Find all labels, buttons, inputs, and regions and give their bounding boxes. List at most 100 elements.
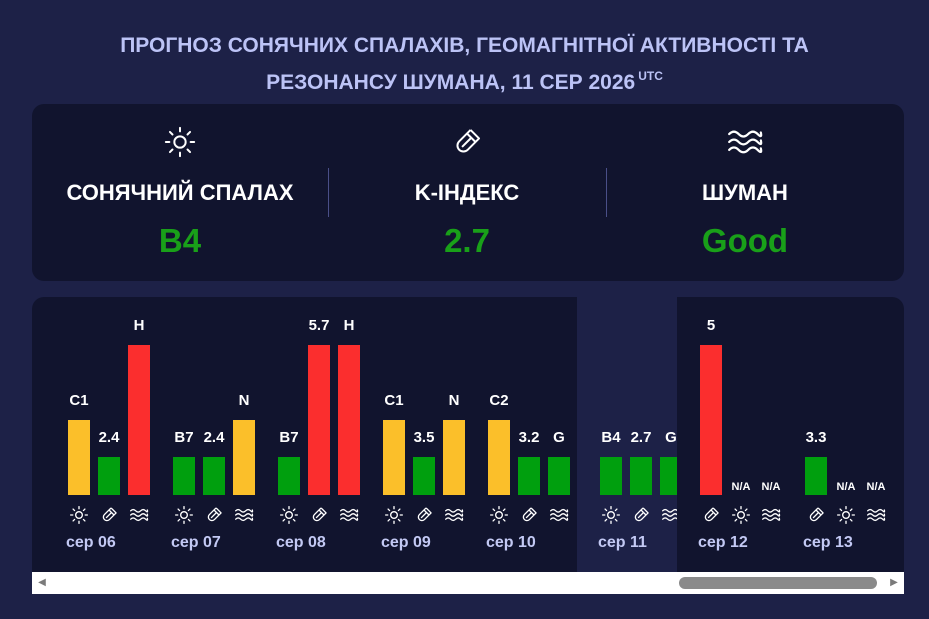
day-column: 3.3 N/A N/A сер 13 — [782, 297, 904, 572]
magnet-bar[interactable] — [413, 457, 435, 495]
sun-bar-label: B4 — [601, 429, 621, 446]
magnet-bar[interactable] — [308, 345, 330, 495]
magnet-bar[interactable] — [98, 457, 120, 495]
sun-bar[interactable] — [173, 457, 195, 495]
title-line-2: РЕЗОНАНСУ ШУМАНА, 11 СЕР 2026 UTC — [0, 61, 929, 98]
waves-icon — [606, 124, 884, 160]
magnet-icon — [308, 504, 330, 526]
waves-icon — [233, 504, 255, 526]
sun-icon — [173, 504, 195, 526]
sun-bar-label: C1 — [384, 392, 404, 409]
magnet-icon — [413, 504, 435, 526]
day-column: 5 N/A N/A сер 12 — [677, 297, 782, 572]
sun-bar[interactable] — [383, 420, 405, 495]
waves-bar-label: N/A — [866, 481, 886, 493]
waves-bar-label: N — [238, 392, 250, 409]
title-line-2-text: РЕЗОНАНСУ ШУМАНА, 11 СЕР 2026 — [266, 71, 636, 94]
magnet-bar-label: 2.7 — [630, 429, 652, 446]
sun-icon — [383, 504, 405, 526]
scroll-right-arrow[interactable]: ▶ — [890, 577, 898, 588]
waves-bar[interactable] — [128, 345, 150, 495]
waves-bar[interactable] — [660, 457, 682, 495]
day-label: сер 09 — [381, 534, 431, 551]
schumann-label: ШУМАН — [702, 180, 788, 205]
schumann-value: Good — [701, 222, 789, 259]
day-label: сер 10 — [486, 534, 536, 551]
magnet-icon — [518, 504, 540, 526]
waves-bar[interactable] — [548, 457, 570, 495]
k-index-value: 2.7 — [444, 222, 490, 259]
scrollbar-thumb[interactable] — [679, 577, 877, 589]
waves-icon — [760, 504, 782, 526]
magnet-bar-label: 5 — [706, 317, 716, 334]
waves-bar-label: N — [448, 392, 460, 409]
magnet-icon — [328, 124, 606, 160]
waves-icon — [548, 504, 570, 526]
waves-bar[interactable] — [338, 345, 360, 495]
magnet-icon — [630, 504, 652, 526]
magnet-icon — [700, 504, 722, 526]
waves-icon — [128, 504, 150, 526]
magnet-bar-label: 3.2 — [518, 429, 540, 446]
day-label: сер 11 — [598, 534, 647, 551]
waves-bar[interactable] — [233, 420, 255, 495]
waves-icon — [865, 504, 887, 526]
sun-icon — [68, 504, 90, 526]
summary-panel: СОНЯЧНИЙ СПАЛАХ B4 K-ІНДЕКС 2.7 ШУМАН Go… — [32, 104, 904, 281]
magnet-bar[interactable] — [805, 457, 827, 495]
magnet-bar-label: 2.4 — [98, 429, 120, 446]
sun-bar[interactable] — [600, 457, 622, 495]
magnet-icon — [98, 504, 120, 526]
k-index-label: K-ІНДЕКС — [414, 180, 520, 205]
sun-bar-label: N/A — [731, 481, 751, 493]
day-label: сер 13 — [803, 534, 853, 551]
scroll-left-arrow[interactable]: ◀ — [38, 577, 46, 588]
solar-flare-label: СОНЯЧНИЙ СПАЛАХ — [66, 180, 294, 205]
sun-icon — [488, 504, 510, 526]
magnet-icon — [203, 504, 225, 526]
waves-bar-label: H — [343, 317, 355, 334]
waves-bar-label: N/A — [761, 481, 781, 493]
solar-flare-value: B4 — [158, 222, 202, 259]
day-label: сер 12 — [698, 534, 748, 551]
sun-bar-label: B7 — [279, 429, 299, 446]
sun-bar-label: N/A — [836, 481, 856, 493]
day-label: сер 06 — [66, 534, 116, 551]
summary-solar-flare: СОНЯЧНИЙ СПАЛАХ B4 — [32, 104, 328, 281]
magnet-bar[interactable] — [203, 457, 225, 495]
waves-bar-label: G — [665, 429, 677, 446]
summary-divider — [606, 168, 607, 217]
sun-bar[interactable] — [68, 420, 90, 495]
sun-bar[interactable] — [488, 420, 510, 495]
magnet-bar[interactable] — [630, 457, 652, 495]
waves-icon — [443, 504, 465, 526]
magnet-bar-label: 3.5 — [413, 429, 435, 446]
magnet-bar-label: 3.3 — [805, 429, 827, 446]
sun-icon — [32, 124, 328, 160]
sun-bar-label: C1 — [69, 392, 89, 409]
sun-icon — [278, 504, 300, 526]
sun-icon — [600, 504, 622, 526]
summary-schumann: ШУМАН Good — [606, 104, 884, 281]
magnet-bar[interactable] — [518, 457, 540, 495]
summary-k-index: K-ІНДЕКС 2.7 — [328, 104, 606, 281]
waves-bar-label: G — [553, 429, 565, 446]
summary-divider — [328, 168, 329, 217]
day-label: сер 07 — [171, 534, 221, 551]
magnet-icon — [805, 504, 827, 526]
title-utc: UTC — [638, 69, 663, 83]
sun-bar-label: C2 — [489, 392, 509, 409]
magnet-bar-label: 5.7 — [308, 317, 330, 334]
waves-bar[interactable] — [443, 420, 465, 495]
sun-bar[interactable] — [278, 457, 300, 495]
title-line-1: ПРОГНОЗ СОНЯЧНИХ СПАЛАХІВ, ГЕОМАГНІТНОЇ … — [120, 34, 809, 57]
horizontal-scrollbar[interactable]: ◀ ▶ — [32, 572, 904, 594]
magnet-bar[interactable] — [700, 345, 722, 495]
magnet-bar-label: 2.4 — [203, 429, 225, 446]
